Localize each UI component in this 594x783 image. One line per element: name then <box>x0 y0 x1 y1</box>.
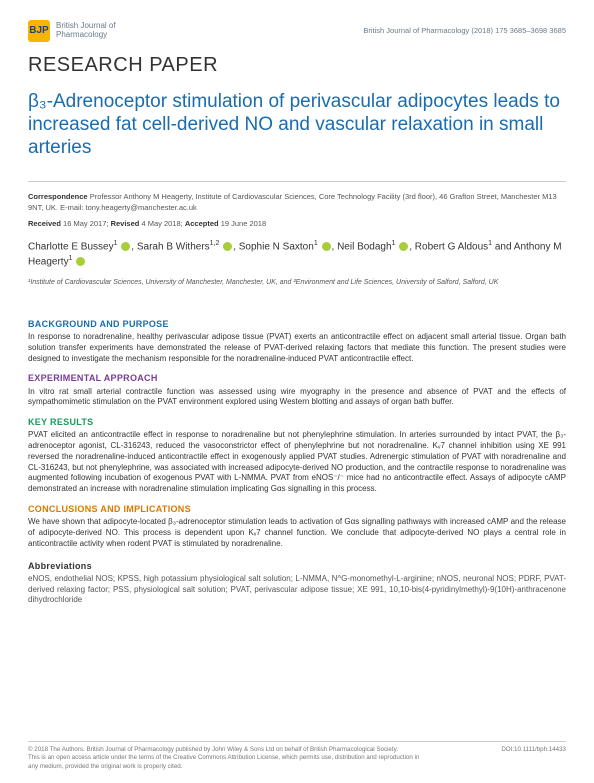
footer-copyright: © 2018 The Authors. British Journal of P… <box>28 746 398 753</box>
background-body: In response to noradrenaline, healthy pe… <box>28 332 566 364</box>
approach-section: EXPERIMENTAL APPROACH In vitro rat small… <box>28 372 566 408</box>
approach-heading: EXPERIMENTAL APPROACH <box>28 372 566 384</box>
author-affil-sup: 1 <box>69 255 73 262</box>
article-type-label: RESEARCH PAPER <box>28 52 566 79</box>
author: Neil Bodagh <box>337 241 391 252</box>
author-affil-sup: 1 <box>114 240 118 247</box>
journal-line2: Pharmacology <box>56 30 107 39</box>
results-heading: KEY RESULTS <box>28 416 566 428</box>
affiliations: ¹Institute of Cardiovascular Sciences, U… <box>28 278 566 287</box>
orcid-icon <box>76 257 85 266</box>
dates-block: Received 16 May 2017; Revised 4 May 2018… <box>28 219 566 229</box>
orcid-icon <box>223 242 232 251</box>
divider <box>28 181 566 182</box>
abbreviations-heading: Abbreviations <box>28 560 566 572</box>
approach-body: In vitro rat small arterial contractile … <box>28 387 566 409</box>
background-heading: BACKGROUND AND PURPOSE <box>28 318 566 330</box>
journal-logo: BJP <box>28 20 50 42</box>
correspondence-block: Correspondence Professor Anthony M Heage… <box>28 192 566 212</box>
citation-line: British Journal of Pharmacology (2018) 1… <box>363 26 566 36</box>
article-title: β₃-Adrenoceptor stimulation of perivascu… <box>28 91 566 159</box>
author: Sarah B Withers <box>137 241 210 252</box>
received-label: Received <box>28 219 61 228</box>
footer-left: © 2018 The Authors. British Journal of P… <box>28 746 428 771</box>
conclusions-body: We have shown that adipocyte-located β₃-… <box>28 517 566 549</box>
abbreviations-body: eNOS, endothelial NOS; KPSS, high potass… <box>28 574 566 606</box>
results-body: PVAT elicited an anticontractile effect … <box>28 430 566 495</box>
journal-brand: BJP British Journal of Pharmacology <box>28 20 116 42</box>
journal-line1: British Journal of <box>56 21 116 30</box>
background-section: BACKGROUND AND PURPOSE In response to no… <box>28 318 566 365</box>
correspondence-label: Correspondence <box>28 192 88 201</box>
footer: © 2018 The Authors. British Journal of P… <box>28 741 566 771</box>
author-affil-sup: 1 <box>488 240 492 247</box>
author: Charlotte E Bussey <box>28 241 114 252</box>
author-affil-sup: 1,2 <box>210 240 220 247</box>
received-date: 16 May 2017; <box>63 219 108 228</box>
correspondence-text: Professor Anthony M Heagerty, Institute … <box>28 192 557 211</box>
abbreviations-section: Abbreviations eNOS, endothelial NOS; KPS… <box>28 560 566 607</box>
conclusions-section: CONCLUSIONS AND IMPLICATIONS We have sho… <box>28 503 566 550</box>
orcid-icon <box>322 242 331 251</box>
authors-list: Charlotte E Bussey1 , Sarah B Withers1,2… <box>28 239 566 269</box>
journal-name: British Journal of Pharmacology <box>56 22 116 40</box>
accepted-label: Accepted <box>185 219 219 228</box>
footer-doi: DOI:10.1111/bph.14433 <box>501 746 566 771</box>
author: Robert G Aldous <box>415 241 488 252</box>
author: Sophie N Saxton <box>239 241 314 252</box>
footer-license: This is an open access article under the… <box>28 754 419 769</box>
revised-date: 4 May 2018; <box>141 219 182 228</box>
orcid-icon <box>399 242 408 251</box>
author-affil-sup: 1 <box>314 240 318 247</box>
results-section: KEY RESULTS PVAT elicited an anticontrac… <box>28 416 566 495</box>
top-bar: BJP British Journal of Pharmacology Brit… <box>28 20 566 42</box>
accepted-date: 19 June 2018 <box>221 219 266 228</box>
author-affil-sup: 1 <box>392 240 396 247</box>
conclusions-heading: CONCLUSIONS AND IMPLICATIONS <box>28 503 566 515</box>
orcid-icon <box>121 242 130 251</box>
revised-label: Revised <box>111 219 140 228</box>
